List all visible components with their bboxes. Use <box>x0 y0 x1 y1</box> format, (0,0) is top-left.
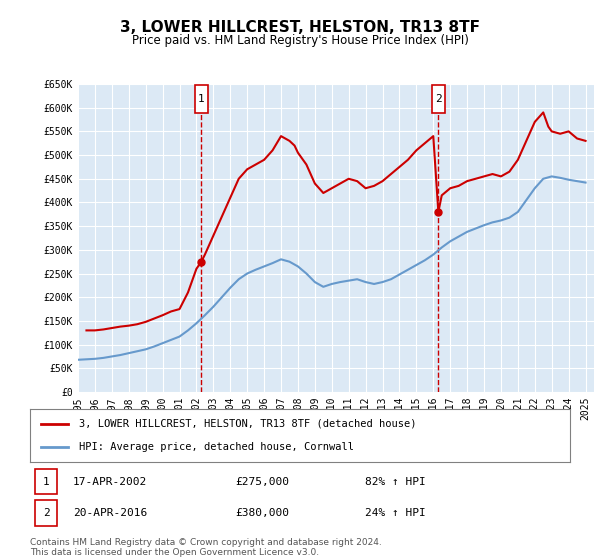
Text: 3, LOWER HILLCREST, HELSTON, TR13 8TF: 3, LOWER HILLCREST, HELSTON, TR13 8TF <box>120 20 480 35</box>
FancyBboxPatch shape <box>35 469 57 494</box>
Text: 24% ↑ HPI: 24% ↑ HPI <box>365 508 425 518</box>
Text: 2: 2 <box>43 508 50 518</box>
Text: Contains HM Land Registry data © Crown copyright and database right 2024.
This d: Contains HM Land Registry data © Crown c… <box>30 538 382 557</box>
FancyBboxPatch shape <box>35 501 57 526</box>
Text: 82% ↑ HPI: 82% ↑ HPI <box>365 477 425 487</box>
Text: £380,000: £380,000 <box>235 508 289 518</box>
Text: 20-APR-2016: 20-APR-2016 <box>73 508 148 518</box>
Text: 3, LOWER HILLCREST, HELSTON, TR13 8TF (detached house): 3, LOWER HILLCREST, HELSTON, TR13 8TF (d… <box>79 419 416 429</box>
Text: HPI: Average price, detached house, Cornwall: HPI: Average price, detached house, Corn… <box>79 442 353 452</box>
Text: 17-APR-2002: 17-APR-2002 <box>73 477 148 487</box>
Text: 2: 2 <box>435 94 442 104</box>
Text: 1: 1 <box>198 94 205 104</box>
Text: Price paid vs. HM Land Registry's House Price Index (HPI): Price paid vs. HM Land Registry's House … <box>131 34 469 46</box>
Text: £275,000: £275,000 <box>235 477 289 487</box>
FancyBboxPatch shape <box>432 85 445 113</box>
FancyBboxPatch shape <box>195 85 208 113</box>
Text: 1: 1 <box>43 477 50 487</box>
